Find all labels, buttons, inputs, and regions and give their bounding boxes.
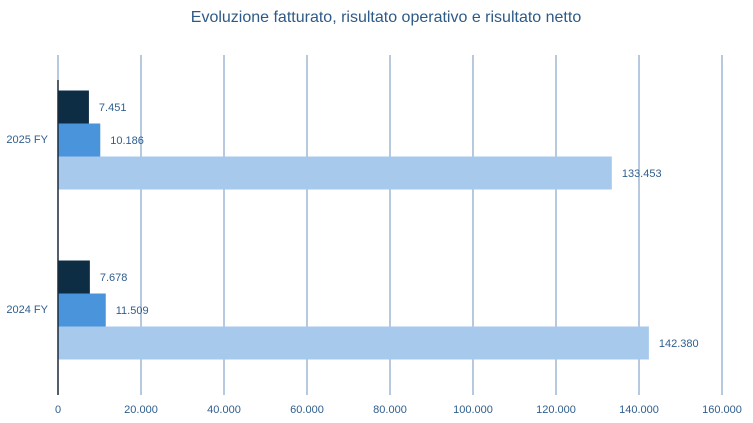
x-tick-label: 80.000 [373, 404, 407, 416]
x-tick-label: 60.000 [290, 404, 324, 416]
data-label: 133.453 [622, 168, 662, 180]
x-tick-label: 100.000 [453, 404, 493, 416]
data-label: 7.451 [99, 102, 127, 114]
data-label: 7.678 [100, 272, 128, 284]
data-label: 11.509 [116, 305, 149, 317]
bar [58, 156, 612, 190]
bar [58, 123, 101, 157]
x-tick-label: 0 [55, 404, 61, 416]
bar [58, 326, 649, 360]
x-tick-label: 140.000 [619, 404, 659, 416]
bar [58, 293, 106, 327]
chart-title: Evoluzione fatturato, risultato operativ… [191, 9, 582, 26]
bar [58, 260, 90, 294]
x-tick-label: 160.000 [702, 404, 742, 416]
y-tick-label: 2025 FY [6, 134, 48, 146]
bar [58, 90, 89, 124]
data-label: 142.380 [659, 338, 699, 350]
y-tick-label: 2024 FY [6, 304, 48, 316]
x-tick-label: 120.000 [536, 404, 576, 416]
x-tick-label: 20.000 [124, 404, 158, 416]
data-label: 10.186 [110, 135, 144, 147]
x-tick-label: 40.000 [207, 404, 241, 416]
